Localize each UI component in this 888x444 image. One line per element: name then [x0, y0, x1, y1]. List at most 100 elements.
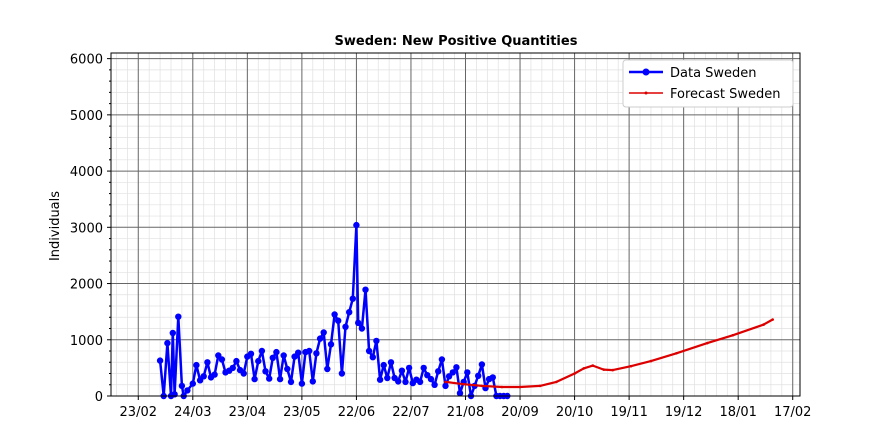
data-point — [405, 364, 413, 372]
data-point — [431, 381, 438, 388]
data-point — [762, 323, 765, 326]
data-point — [335, 317, 342, 324]
data-point — [649, 359, 653, 363]
plot-frame — [110, 52, 801, 397]
data-point — [442, 382, 449, 390]
data-point — [266, 375, 273, 382]
data-point — [262, 368, 269, 375]
data-point — [427, 375, 435, 383]
data-point — [573, 372, 576, 375]
x-tick-label: 23/05 — [283, 405, 320, 420]
y-axis-label: Individuals — [48, 191, 63, 261]
data-point — [306, 347, 313, 355]
data-point — [156, 357, 164, 364]
data-point — [295, 349, 302, 356]
data-point — [211, 371, 218, 378]
data-point — [284, 365, 291, 373]
y-tick-label: 5000 — [70, 109, 103, 124]
data-point — [247, 350, 255, 357]
data-point — [346, 309, 353, 316]
data-point — [449, 369, 456, 376]
data-point — [349, 295, 356, 302]
y-tick-label: 4000 — [70, 165, 103, 180]
data-point — [462, 382, 466, 386]
data-point — [189, 380, 196, 387]
data-point — [353, 221, 360, 229]
data-point — [771, 318, 774, 321]
data-point — [204, 359, 211, 366]
data-point — [475, 372, 482, 379]
data-point — [582, 367, 585, 370]
data-point — [629, 364, 633, 368]
data-point — [387, 359, 395, 366]
data-point — [395, 378, 402, 385]
data-point — [229, 364, 236, 372]
legend-label-forecast: Forecast Sweden — [670, 87, 781, 102]
data-point — [373, 337, 380, 345]
x-tick-label: 22/07 — [392, 405, 429, 420]
data-point — [331, 311, 338, 318]
data-point — [273, 348, 280, 356]
legend-marker-data — [642, 68, 650, 76]
series-1 — [444, 318, 774, 389]
data-point — [380, 361, 387, 369]
chart-title: Sweden: New Positive Quantities — [335, 34, 578, 49]
data-point — [327, 341, 335, 348]
data-point — [438, 356, 446, 363]
data-point — [313, 350, 320, 357]
data-point — [362, 286, 369, 293]
series-layer — [156, 221, 774, 400]
data-point — [500, 385, 504, 389]
data-point — [611, 368, 615, 372]
data-point — [309, 378, 316, 385]
data-point — [178, 382, 186, 390]
data-point — [398, 367, 406, 374]
data-point — [402, 378, 409, 386]
data-point — [233, 357, 240, 365]
data-point — [338, 370, 346, 377]
data-point — [478, 361, 486, 368]
data-point — [444, 380, 447, 384]
y-tick-label: 1000 — [70, 334, 103, 349]
x-tick-label: 20/10 — [556, 405, 593, 420]
x-tick-label: 21/08 — [447, 405, 484, 420]
data-point — [480, 384, 484, 388]
x-tick-label: 17/02 — [774, 405, 811, 420]
data-point — [218, 356, 226, 363]
x-tick-label: 23/02 — [120, 405, 157, 420]
data-point — [280, 352, 287, 359]
data-point — [251, 375, 258, 383]
x-tick-label: 20/09 — [501, 405, 538, 420]
data-point — [435, 368, 442, 375]
data-point — [464, 369, 471, 376]
data-point — [591, 364, 595, 367]
data-point — [731, 334, 734, 337]
legend-marker-forecast — [644, 91, 648, 95]
data-point — [342, 323, 349, 330]
data-point — [175, 313, 182, 320]
data-point — [171, 391, 178, 398]
data-point — [416, 378, 424, 386]
y-tick-label: 2000 — [70, 278, 103, 293]
data-point — [240, 370, 247, 377]
y-tick-label: 6000 — [70, 53, 103, 68]
data-point — [369, 354, 376, 361]
data-point — [316, 335, 324, 342]
data-point — [355, 319, 362, 327]
data-point — [269, 354, 276, 361]
y-tick-label: 0 — [95, 390, 103, 405]
data-point — [538, 384, 542, 388]
x-tick-label: 23/04 — [229, 405, 266, 420]
data-point — [555, 380, 558, 384]
data-point — [489, 374, 496, 381]
data-point — [456, 390, 464, 397]
legend-label-data: Data Sweden — [670, 66, 757, 81]
data-point — [384, 374, 391, 382]
data-point — [706, 341, 709, 345]
x-tick-label: 24/03 — [174, 405, 211, 420]
data-point — [193, 361, 200, 369]
x-tick-label: 19/12 — [665, 405, 702, 420]
data-point — [324, 365, 331, 373]
data-point — [276, 375, 284, 383]
